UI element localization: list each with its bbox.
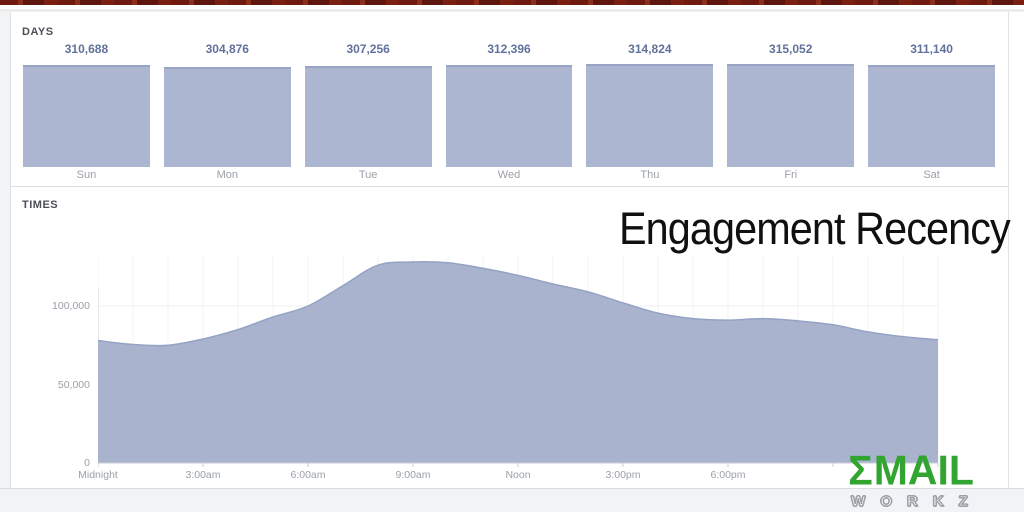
x-tick-label: 6:00pm [710, 469, 746, 481]
day-column-thu: 314,824 Thu [586, 36, 714, 184]
bar-category-label: Tue [358, 169, 378, 181]
day-column-sun: 310,688 Sun [23, 36, 150, 184]
bar-value-label: 304,876 [205, 42, 249, 56]
cropped-header-strip [0, 0, 1024, 5]
x-tick-label: 9:00am [395, 469, 431, 481]
bar-value-label: 314,824 [628, 42, 672, 56]
days-panel: DAYS 310,688 Sun 304,876 Mon 307,256 Tue… [11, 12, 1008, 186]
days-panel-title: DAYS [22, 26, 54, 38]
bar-sun [23, 65, 150, 167]
bar-category-label: Wed [497, 169, 521, 181]
y-tick-label: 0 [84, 457, 90, 469]
bar-fri [727, 64, 855, 167]
bar-value-label: 310,688 [64, 42, 109, 56]
panel-divider [11, 186, 1008, 187]
bar-value-label: 312,396 [487, 42, 531, 56]
day-column-sat: 311,140 Sat [868, 36, 996, 184]
bar-category-label: Sun [76, 169, 97, 181]
x-tick-label: Midnight [78, 469, 118, 481]
bar-mon [163, 67, 291, 167]
days-bar-chart: 310,688 Sun 304,876 Mon 307,256 Tue 312,… [23, 36, 996, 184]
top-divider-line [0, 9, 1024, 12]
x-tick-label: 6:00am [290, 469, 326, 481]
bottom-band [0, 488, 1024, 512]
day-column-wed: 312,396 Wed [445, 36, 573, 184]
left-gutter [0, 12, 11, 512]
sigma-logo-icon: Σ [848, 446, 873, 494]
bar-category-label: Sat [923, 169, 940, 181]
day-column-tue: 307,256 Tue [304, 36, 432, 184]
bar-tue [304, 66, 432, 167]
bar-thu [586, 64, 714, 167]
logo-workz-text: WORKZ [851, 493, 983, 510]
bar-category-label: Mon [216, 169, 238, 181]
watermark-title: Engagement Recency [619, 203, 1011, 254]
day-column-mon: 304,876 Mon [163, 36, 291, 184]
bar-value-label: 311,140 [910, 42, 953, 56]
times-panel-title: TIMES [22, 199, 59, 211]
panel-right-border [1008, 12, 1009, 488]
day-column-fri: 315,052 Fri [727, 36, 855, 184]
bar-wed [445, 65, 573, 167]
x-tick-label: Noon [505, 469, 531, 481]
bar-category-label: Fri [784, 169, 798, 181]
x-tick-label: 3:00am [185, 469, 221, 481]
y-tick-label: 50,000 [57, 378, 90, 391]
logo-mail-text: ΣMAIL [810, 446, 1012, 494]
y-tick-label: 100,000 [52, 300, 90, 312]
bar-value-label: 307,256 [346, 42, 390, 56]
bar-sat [868, 65, 996, 167]
times-area-chart [98, 256, 939, 467]
bar-category-label: Thu [640, 169, 660, 181]
emailworkz-logo: ΣMAIL WORKZ [810, 446, 1012, 510]
logo-mail-label: MAIL [873, 446, 974, 494]
x-tick-label: 3:00pm [605, 469, 641, 481]
bar-value-label: 315,052 [769, 42, 813, 56]
